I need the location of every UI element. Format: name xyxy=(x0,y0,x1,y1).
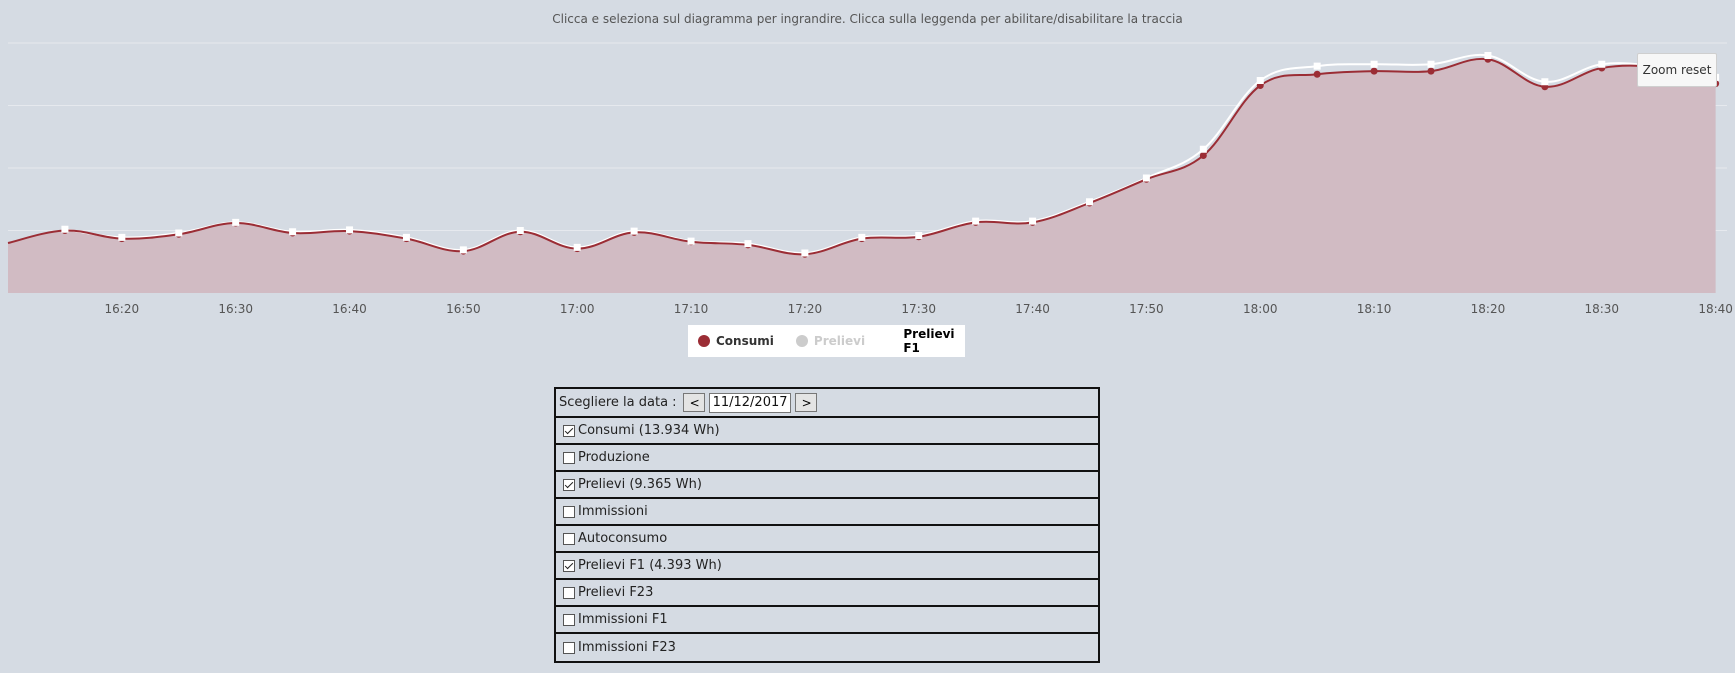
prelievi-f1-point xyxy=(516,227,524,234)
legend-item-prelievi-f1[interactable]: Prelievi F1 xyxy=(887,327,965,355)
date-label: Scegliere la data : xyxy=(559,395,677,410)
prelievi-f1-point xyxy=(630,227,638,235)
x-tick-label: 17:00 xyxy=(560,302,595,316)
series-markers xyxy=(61,52,1720,258)
immissioni-f23-checkbox[interactable] xyxy=(563,641,575,654)
prelievi-f1-point xyxy=(801,249,809,257)
chart-legend: Consumi Prelievi Prelievi F1 xyxy=(688,325,965,357)
option-label: Prelievi (9.365 Wh) xyxy=(578,477,702,492)
line-area-chart[interactable]: 16:20 16:30 16:40 16:50 17:00 17:10 17:20 17:30… xyxy=(0,0,1735,325)
zoom-reset-button[interactable]: Zoom reset xyxy=(1637,53,1717,87)
legend-marker-icon xyxy=(795,335,808,347)
prelievi-f23-checkbox[interactable] xyxy=(563,586,575,599)
prelievi-f1-point xyxy=(1370,60,1378,68)
prelievi-f1-point xyxy=(118,233,126,241)
prelievi-f1-point xyxy=(687,237,695,245)
prelievi-f1-point xyxy=(1142,174,1150,182)
prelievi-f1-point xyxy=(1484,52,1492,59)
prelievi-f1-point xyxy=(1427,60,1435,68)
prelievi-f1-checkbox[interactable] xyxy=(563,559,575,572)
date-input[interactable] xyxy=(708,392,791,413)
x-tick-label: 18:00 xyxy=(1243,302,1278,316)
prelievi-f1-point xyxy=(744,240,752,248)
prelievi-f1-point xyxy=(402,233,410,241)
x-tick-label: 17:30 xyxy=(901,302,936,316)
prelievi-f1-point xyxy=(1541,78,1549,86)
option-row-autoconsumo: Autoconsumo xyxy=(556,526,1098,553)
legend-label: Consumi xyxy=(716,334,774,348)
series-selection-panel: Scegliere la data : < > Consumi (13.934 … xyxy=(554,387,1100,663)
x-tick-label: 18:20 xyxy=(1471,302,1506,316)
option-row-prelievi-f1: Prelievi F1 (4.393 Wh) xyxy=(556,553,1098,580)
option-row-produzione: Produzione xyxy=(556,445,1098,472)
option-row-immissioni-f1: Immissioni F1 xyxy=(556,607,1098,634)
prelievi-f1-point xyxy=(346,226,354,234)
x-tick-label: 17:20 xyxy=(788,302,823,316)
prelievi-f1-point xyxy=(289,228,297,236)
consumi-point xyxy=(1427,67,1435,75)
prelievi-f1-point xyxy=(1029,217,1037,225)
option-row-consumi: Consumi (13.934 Wh) xyxy=(556,418,1098,445)
date-picker-row: Scegliere la data : < > xyxy=(556,389,1098,418)
chart-subtitle: Clicca e seleziona sul diagramma per ing… xyxy=(552,12,1183,26)
option-label: Immissioni xyxy=(578,504,648,519)
option-row-immissioni-f23: Immissioni F23 xyxy=(556,634,1098,661)
x-tick-label: 17:50 xyxy=(1129,302,1164,316)
prelievi-f1-point xyxy=(915,232,923,239)
prelievi-checkbox[interactable] xyxy=(563,478,575,491)
area-fill xyxy=(8,58,1716,293)
option-label: Immissioni F23 xyxy=(578,640,676,655)
immissioni-f1-checkbox[interactable] xyxy=(563,613,575,626)
x-tick-label: 18:30 xyxy=(1584,302,1619,316)
option-row-prelievi: Prelievi (9.365 Wh) xyxy=(556,472,1098,499)
produzione-checkbox[interactable] xyxy=(563,451,575,464)
option-row-prelievi-f23: Prelievi F23 xyxy=(556,580,1098,607)
x-tick-label: 18:10 xyxy=(1357,302,1392,316)
prelievi-f1-point xyxy=(459,246,467,254)
option-label: Immissioni F1 xyxy=(578,612,668,627)
prelievi-f1-point xyxy=(61,225,69,233)
legend-marker-icon xyxy=(887,335,897,347)
prelievi-f1-point xyxy=(573,243,581,251)
prelievi-f1-point xyxy=(972,217,980,225)
x-tick-label: 16:40 xyxy=(332,302,367,316)
option-label: Prelievi F1 (4.393 Wh) xyxy=(578,558,722,573)
prelievi-f1-point xyxy=(1085,198,1093,206)
legend-item-prelievi[interactable]: Prelievi xyxy=(795,334,866,348)
option-label: Produzione xyxy=(578,450,650,465)
x-tick-label: 17:40 xyxy=(1015,302,1050,316)
consumi-point xyxy=(1370,67,1378,75)
prelievi-f1-point xyxy=(175,229,183,237)
x-tick-label: 18:40 xyxy=(1698,302,1733,316)
x-tick-label: 16:50 xyxy=(446,302,481,316)
legend-label: Prelievi xyxy=(813,334,866,348)
legend-marker-icon xyxy=(698,335,710,347)
legend-item-consumi[interactable]: Consumi xyxy=(698,334,774,348)
option-label: Prelievi F23 xyxy=(578,585,654,600)
x-tick-label: 17:10 xyxy=(674,302,709,316)
prelievi-f1-point xyxy=(1256,77,1264,84)
option-row-immissioni: Immissioni xyxy=(556,499,1098,526)
x-axis-ticks: 16:20 16:30 16:40 16:50 17:00 17:10 17:20 17:30… xyxy=(105,302,1733,316)
prelievi-f1-point xyxy=(858,233,866,241)
consumi-area xyxy=(8,58,1716,293)
previous-date-button[interactable]: < xyxy=(682,393,705,412)
consumi-point xyxy=(1199,152,1207,159)
prelievi-f1-point xyxy=(1313,62,1321,70)
prelievi-f1-point xyxy=(1199,145,1207,153)
autoconsumo-checkbox[interactable] xyxy=(563,532,575,545)
prelievi-f1-point xyxy=(1598,60,1606,68)
prelievi-f1-point xyxy=(232,218,240,226)
consumi-point xyxy=(1313,70,1321,78)
next-date-button[interactable]: > xyxy=(794,393,817,412)
option-label: Consumi (13.934 Wh) xyxy=(578,423,720,438)
legend-label: Prelievi F1 xyxy=(903,327,955,355)
x-tick-label: 16:20 xyxy=(105,302,140,316)
immissioni-checkbox[interactable] xyxy=(563,505,575,518)
x-tick-label: 16:30 xyxy=(218,302,253,316)
option-label: Autoconsumo xyxy=(578,531,668,546)
consumi-checkbox[interactable] xyxy=(563,424,575,437)
